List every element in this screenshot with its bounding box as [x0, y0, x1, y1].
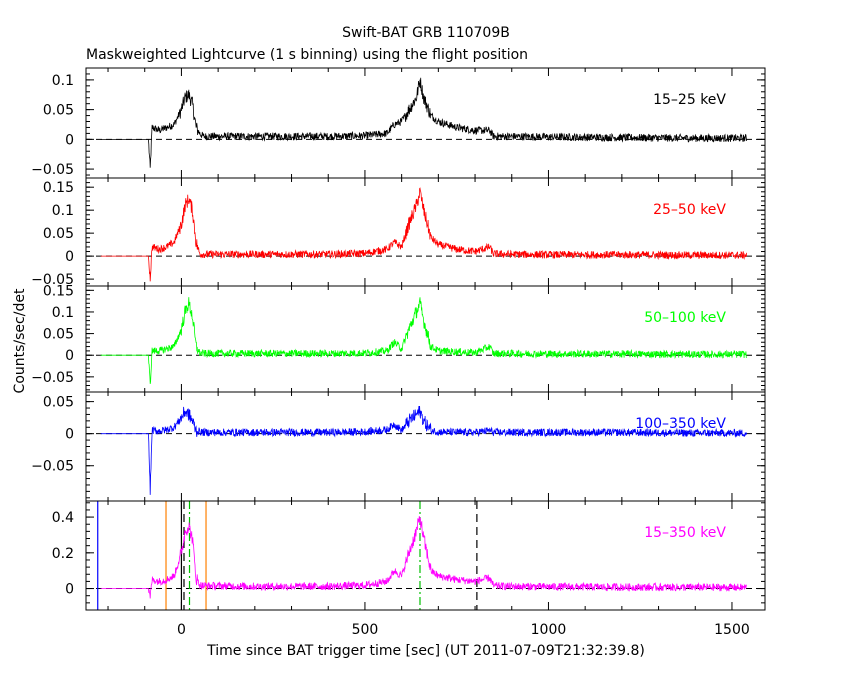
series-label: 25–50 keV — [653, 202, 726, 218]
series-line — [100, 515, 747, 599]
y-tick-label: 0 — [65, 249, 74, 265]
series-line — [100, 297, 747, 384]
panel-frame — [85, 67, 766, 179]
y-tick-label: 0.05 — [43, 103, 74, 119]
x-tick-label: 1000 — [531, 622, 567, 638]
series-label: 100–350 keV — [635, 416, 726, 432]
series-label: 15–25 keV — [653, 92, 726, 108]
y-tick-label: 0 — [65, 582, 74, 598]
y-tick-label: −0.05 — [31, 162, 74, 178]
series-line — [100, 405, 747, 495]
y-axis-label: Counts/sec/det — [12, 288, 28, 393]
y-tick-label: 0.1 — [52, 203, 74, 219]
panels-group: −0.05 0 0.05 0.1 15–25 keV −0.05 0 0.05 0.1 0.15 2… — [31, 67, 766, 638]
series-line — [100, 187, 747, 282]
y-tick-label: 0.15 — [43, 180, 74, 196]
chart-title: Swift-BAT GRB 110709B — [342, 25, 510, 41]
panel-50-100-kev: −0.05 0 0.05 0.1 0.15 50–100 keV — [31, 283, 766, 393]
y-tick-label: 0.1 — [52, 305, 74, 321]
x-tick-label: 500 — [352, 622, 379, 638]
series-line — [100, 77, 747, 168]
y-tick-label: 0.05 — [43, 395, 74, 411]
x-axis-label: Time since BAT trigger time [sec] (UT 20… — [206, 643, 645, 659]
y-tick-label: 0 — [65, 132, 74, 148]
y-tick-label: 0.1 — [52, 73, 74, 89]
panel-frame — [85, 285, 766, 393]
panel-frame — [85, 500, 766, 611]
y-tick-label: 0.05 — [43, 327, 74, 343]
y-tick-label: 0.05 — [43, 226, 74, 242]
y-tick-label: 0 — [65, 348, 74, 364]
y-tick-label: −0.05 — [31, 272, 74, 288]
panel-15-25-kev: −0.05 0 0.05 0.1 15–25 keV — [31, 67, 766, 179]
x-tick-label: 0 — [177, 622, 186, 638]
series-label: 15–350 keV — [644, 525, 726, 541]
chart-subtitle: Maskweighted Lightcurve (1 s binning) us… — [86, 47, 528, 63]
y-tick-label: 0 — [65, 427, 74, 443]
panel-15-350-kev: 0 0.2 0.4 15–350 keV — [52, 500, 766, 611]
panel-25-50-kev: −0.05 0 0.05 0.1 0.15 25–50 keV — [31, 177, 766, 288]
x-tick-label: 1500 — [714, 622, 750, 638]
panel-frame — [85, 177, 766, 287]
y-tick-label: 0.2 — [52, 546, 74, 562]
y-tick-label: 0.15 — [43, 283, 74, 299]
panel-frame — [85, 391, 766, 502]
y-tick-label: −0.05 — [31, 370, 74, 386]
series-label: 50–100 keV — [644, 310, 726, 326]
panel-100-350-kev: −0.05 0 0.05 100–350 keV — [31, 391, 766, 502]
y-tick-label: −0.05 — [31, 459, 74, 475]
y-tick-label: 0.4 — [52, 510, 74, 526]
